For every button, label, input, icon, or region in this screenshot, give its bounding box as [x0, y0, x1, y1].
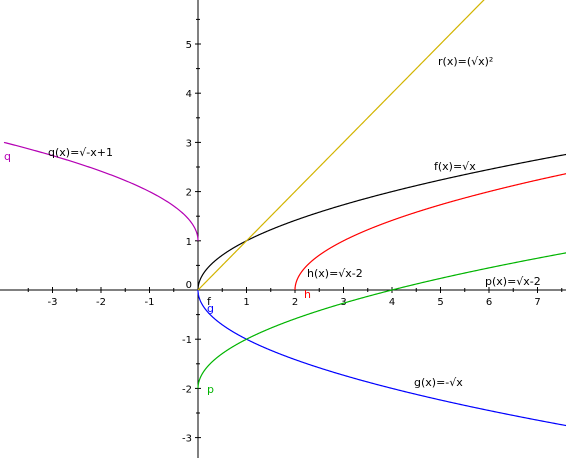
series-f-label: f(x)=√x [434, 160, 476, 173]
x-tick-label: 3 [340, 297, 346, 308]
x-tick-label: 1 [243, 297, 249, 308]
series-f-short-label: f [207, 295, 212, 308]
series-h-short-label: h [304, 288, 311, 301]
series-g-line [197, 290, 566, 427]
y-tick-label: -1 [182, 335, 192, 346]
series-h-line [294, 173, 566, 290]
y-tick-label: 4 [186, 89, 192, 100]
x-tick-label: 6 [486, 297, 492, 308]
y-tick-label: 2 [186, 188, 192, 199]
series-r-label: r(x)=(√x)² [438, 55, 493, 68]
series-q-label: q(x)=√-x+1 [48, 146, 113, 159]
x-tick-label: 2 [292, 297, 298, 308]
y-tick-label: 1 [186, 237, 192, 248]
series-r-line [197, 0, 485, 291]
origin-label: 0 [186, 280, 192, 291]
x-tick-label: 5 [437, 297, 443, 308]
x-tick-label: -3 [48, 297, 58, 308]
series-p-short-label: p [207, 383, 214, 396]
series-q-line [3, 141, 199, 241]
series-h-label: h(x)=√x-2 [307, 267, 363, 280]
series-g-label: g(x)=-√x [414, 376, 463, 389]
series-p-label: p(x)=√x-2 [485, 275, 541, 288]
y-tick-label: 5 [186, 40, 192, 51]
labels: f(x)=√x f g(x)=-√x g h(x)=√x-2 h p(x)=√x-2 p q(x… [4, 55, 541, 396]
y-tick-label: -3 [182, 434, 192, 445]
x-tick-label: 4 [389, 297, 395, 308]
series-g-short-label: g [207, 302, 214, 315]
x-tick-label: -1 [145, 297, 155, 308]
series-p-line [197, 252, 566, 389]
series-f-line [197, 153, 566, 290]
curves [3, 0, 566, 427]
y-tick-label: 3 [186, 138, 192, 149]
x-tick-label: -2 [96, 297, 106, 308]
series-q-short-label: q [4, 150, 11, 163]
y-tick-label: -2 [182, 384, 192, 395]
x-tick-label: 7 [534, 297, 540, 308]
